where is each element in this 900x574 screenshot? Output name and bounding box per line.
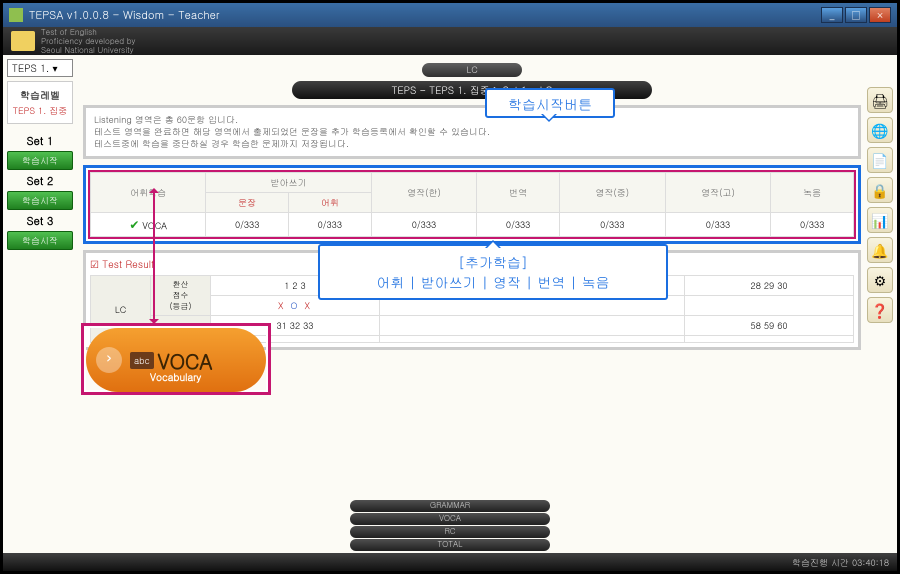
print-icon[interactable]: 🖨	[867, 87, 893, 113]
sub-word: 어휘	[288, 193, 371, 213]
app-icon	[9, 8, 23, 22]
val-7: 0/333	[771, 213, 854, 237]
maximize-button[interactable]: □	[845, 7, 867, 23]
message-box: Listening 영역은 총 60문항 입니다. 테스트 영역을 완료하면 해…	[83, 105, 861, 159]
header-line3: Seoul National University	[41, 46, 136, 55]
col-trans: 번역	[477, 173, 560, 213]
check-icon: ✔	[129, 216, 139, 233]
set-3: Set 3 학습시작	[7, 214, 73, 250]
set-3-start-button[interactable]: 학습시작	[7, 231, 73, 250]
level-box: 학습레벨 TEPS 1. 집중	[7, 81, 73, 124]
right-toolbar: 🖨 🌐 📄 🔒 📊 🔔 ⚙ ❓	[865, 83, 895, 327]
val-1: 0/333	[206, 213, 289, 237]
close-button[interactable]: ×	[869, 7, 891, 23]
lock-icon[interactable]: 🔒	[867, 177, 893, 203]
val-2: 0/333	[288, 213, 371, 237]
study-table: 어휘학습 받아쓰기 영작(한) 번역 영작(중) 영작(고) 녹음 문장 어휘 …	[90, 172, 854, 237]
set-2: Set 2 학습시작	[7, 174, 73, 210]
table-row: ✔ VOCA 0/333 0/333 0/333 0/333 0/333 0/3…	[91, 213, 854, 237]
globe-icon[interactable]: 🌐	[867, 117, 893, 143]
val-6: 0/333	[665, 213, 771, 237]
level-name: TEPS 1. 집중	[12, 104, 68, 117]
window-title: TEPSA v1.0.0.8 - Wisdom - Teacher	[29, 8, 821, 23]
sum-label: 환산 점수 (등급)	[151, 276, 211, 316]
voca-highlight: › abc VOCA Vocabulary	[81, 323, 271, 395]
study-row-highlight: 어휘학습 받아쓰기 영작(한) 번역 영작(중) 영작(고) 녹음 문장 어휘 …	[83, 165, 861, 244]
col-comp2: 영작(중)	[559, 173, 665, 213]
nums-4: 58 59 60	[685, 316, 854, 336]
set-1-start-button[interactable]: 학습시작	[7, 151, 73, 170]
titlebar: TEPSA v1.0.0.8 - Wisdom - Teacher _ □ ×	[3, 3, 897, 27]
chart-icon[interactable]: 📊	[867, 207, 893, 233]
teps-dropdown[interactable]: TEPS 1. ▾	[7, 59, 73, 77]
msg-line3: 테스트중에 학습을 중단하실 경우 학습한 문제까지 저장됩니다.	[94, 138, 850, 150]
ribbon-rc[interactable]: RC	[350, 526, 550, 538]
callout2-line1: [추가학습]	[320, 252, 666, 272]
section-ribbon: LC	[422, 63, 522, 77]
callout-start-button: 학습시작버튼	[485, 88, 615, 118]
callout-extra-study: [추가학습] 어휘 | 받아쓰기 | 영작 | 번역 | 녹음	[318, 244, 668, 300]
voca-subtitle: Vocabulary	[150, 370, 201, 384]
level-title: 학습레벨	[12, 88, 68, 102]
nums-2: 28 29 30	[685, 276, 854, 296]
set-1-name: Set 1	[7, 134, 73, 149]
set-2-name: Set 2	[7, 174, 73, 189]
val-3: 0/333	[371, 213, 477, 237]
gear-icon[interactable]: ⚙	[867, 267, 893, 293]
app-header: Test of English Proficiency developed by…	[3, 27, 897, 55]
bell-icon[interactable]: 🔔	[867, 237, 893, 263]
col-comp3: 영작(고)	[665, 173, 771, 213]
set-1: Set 1 학습시작	[7, 134, 73, 170]
ribbon-total[interactable]: TOTAL	[350, 539, 550, 551]
chevron-right-icon: ›	[96, 347, 122, 373]
set-2-start-button[interactable]: 학습시작	[7, 191, 73, 210]
bottom-ribbons: GRAMMAR VOCA RC TOTAL	[3, 499, 897, 553]
test-result-title: Test Result	[102, 257, 154, 271]
col-dictation: 받아쓰기	[206, 173, 371, 193]
abc-badge: abc	[130, 352, 154, 369]
status-bar: 학습진행 시간 03:40:18	[3, 553, 897, 571]
left-sidebar: TEPS 1. ▾ 학습레벨 TEPS 1. 집중 Set 1 학습시작 Set…	[3, 55, 77, 529]
val-5: 0/333	[559, 213, 665, 237]
arrow-to-voca	[153, 191, 155, 321]
logo-icon	[11, 31, 35, 51]
callout2-line2: 어휘 | 받아쓰기 | 영작 | 번역 | 녹음	[320, 272, 666, 292]
col-record: 녹음	[771, 173, 854, 213]
app-window: TEPSA v1.0.0.8 - Wisdom - Teacher _ □ × …	[0, 0, 900, 574]
sub-sentence: 문장	[206, 193, 289, 213]
col-comp1: 영작(한)	[371, 173, 477, 213]
minimize-button[interactable]: _	[821, 7, 843, 23]
ribbon-grammar[interactable]: GRAMMAR	[350, 500, 550, 512]
ribbon-voca[interactable]: VOCA	[350, 513, 550, 525]
voca-button[interactable]: › abc VOCA Vocabulary	[86, 328, 266, 392]
study-time: 학습진행 시간 03:40:18	[792, 556, 889, 569]
doc-icon[interactable]: 📄	[867, 147, 893, 173]
set-3-name: Set 3	[7, 214, 73, 229]
help-icon[interactable]: ❓	[867, 297, 893, 323]
